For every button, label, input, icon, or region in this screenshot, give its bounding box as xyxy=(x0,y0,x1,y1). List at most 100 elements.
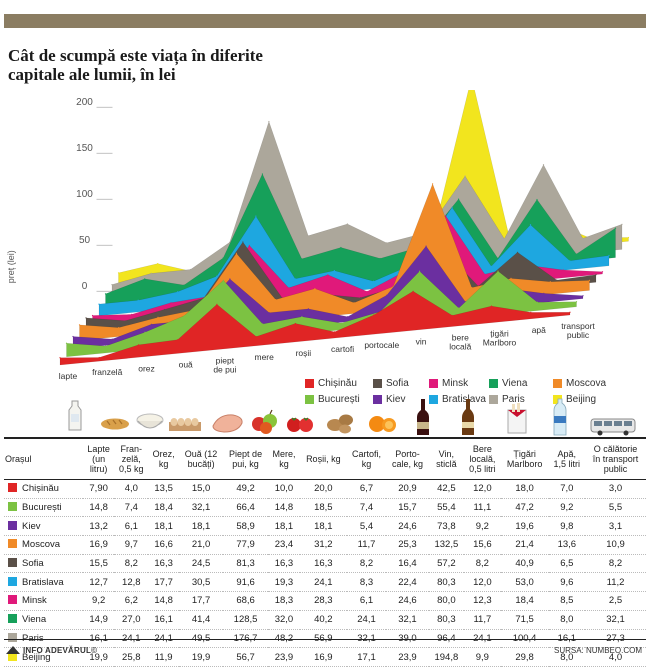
data-point xyxy=(216,275,218,277)
price-cell: 68,6 xyxy=(223,591,268,611)
data-point xyxy=(419,270,421,272)
legend-swatch xyxy=(305,395,314,404)
column-header: O călătorie în transport public xyxy=(585,437,646,480)
data-point xyxy=(261,173,263,175)
price-cell: 24,1 xyxy=(346,610,387,630)
price-cell: 24,1 xyxy=(114,629,149,649)
legend-label: Beijing xyxy=(566,394,597,405)
oranges-icon xyxy=(369,416,396,432)
price-cell: 9,2 xyxy=(548,498,586,518)
price-cell: 12,0 xyxy=(464,572,501,593)
x-tick-label: lapte xyxy=(59,371,78,381)
price-cell: 23,9 xyxy=(267,647,300,667)
city-swatch xyxy=(8,595,17,605)
data-point xyxy=(268,312,270,314)
price-cell: 17,1 xyxy=(346,647,387,667)
price-cell: 18,4 xyxy=(500,591,549,611)
city-cell: Chișinău xyxy=(4,479,83,499)
column-header: Piept de pui, kg xyxy=(223,437,268,480)
price-cell: 11,7 xyxy=(464,610,501,630)
price-cell: 55,4 xyxy=(428,498,465,518)
data-point xyxy=(458,198,460,200)
price-cell: 11,9 xyxy=(148,647,179,667)
legend-item: Kiev xyxy=(373,394,405,405)
data-point xyxy=(268,120,270,123)
egg-carton-icon xyxy=(169,418,201,431)
price-cell: 39,0 xyxy=(386,629,429,649)
legend-swatch xyxy=(489,379,498,388)
price-cell: 16,9 xyxy=(82,535,115,555)
price-cell: 80,0 xyxy=(428,591,465,611)
data-point xyxy=(366,290,368,293)
city-swatch xyxy=(8,520,17,530)
product-icons-row xyxy=(0,398,650,438)
legend-swatch xyxy=(489,395,498,404)
price-cell: 11,1 xyxy=(464,498,501,518)
data-point xyxy=(144,278,146,280)
price-cell: 41,4 xyxy=(178,610,224,630)
city-swatch xyxy=(8,576,17,586)
y-axis-label: preț (lei) xyxy=(6,250,16,283)
price-cell: 16,6 xyxy=(148,535,179,555)
data-point xyxy=(105,345,107,347)
price-cell: 42,5 xyxy=(428,479,465,499)
legend-label: Bratislava xyxy=(442,394,486,405)
price-cell: 58,9 xyxy=(223,516,268,537)
city-swatch xyxy=(8,502,17,512)
data-point xyxy=(222,257,224,259)
price-cell: 12,7 xyxy=(82,572,115,593)
price-cell: 100,4 xyxy=(500,629,549,649)
price-table: Orașul Lapte (un litru) Fran-zelă, 0,5 kg Orez… xyxy=(4,437,646,667)
price-cell: 128,5 xyxy=(223,610,268,630)
legend-swatch xyxy=(373,395,382,404)
table-row: Kiev 13,2 6,1 18,1 18,1 58,9 18,1 18,1 5,4 24,6 73… xyxy=(4,516,646,537)
column-header: Mere, kg xyxy=(267,437,300,480)
price-cell: 18,1 xyxy=(267,516,300,537)
table-row: Paris16,124,124,149,5176,748,256,932,139… xyxy=(4,629,646,649)
price-cell: 32,1 xyxy=(585,610,646,630)
data-point xyxy=(542,164,545,166)
data-point xyxy=(255,336,257,338)
city-cell: Bratislava xyxy=(4,572,83,593)
city-swatch xyxy=(8,614,17,624)
data-point xyxy=(78,324,81,326)
column-header: Țigări Marlboro xyxy=(500,437,549,480)
data-point xyxy=(170,302,172,304)
data-point xyxy=(386,242,388,244)
price-cell: 16,3 xyxy=(299,554,347,574)
price-3d-area-chart: 0 50 100 150 200 preț (lei) lapte franzelă orez o… xyxy=(6,90,630,381)
price-cell: 8,5 xyxy=(548,591,586,611)
footer-credit-text: INFO ADEVĂRUL© xyxy=(23,646,98,655)
price-cell: 11,7 xyxy=(346,535,387,555)
data-point xyxy=(137,344,140,346)
price-cell: 32,0 xyxy=(267,610,300,630)
price-cell: 16,1 xyxy=(148,610,179,630)
data-point xyxy=(471,287,473,289)
data-point xyxy=(294,278,296,280)
column-header: Fran-zelă, 0,5 kg xyxy=(114,437,149,480)
data-point xyxy=(445,215,447,217)
legend-item: Chișinău xyxy=(305,378,357,389)
data-point xyxy=(575,253,577,255)
legend-label: Chișinău xyxy=(318,378,357,389)
table-row: Chișinău 7,90 4,0 13,5 15,0 49,2 10,0 20,0 6,7 20… xyxy=(4,479,646,499)
data-point xyxy=(569,260,571,262)
legend-swatch xyxy=(373,379,382,388)
y-tick-label: 100 xyxy=(76,189,93,200)
table-row: Bratislava 12,7 12,8 17,7 30,5 91,6 19,3 24,1 8,… xyxy=(4,572,646,593)
data-point xyxy=(458,307,460,309)
price-cell: 48,2 xyxy=(267,629,300,649)
price-cell: 8,2 xyxy=(346,554,387,574)
data-point xyxy=(543,292,545,294)
price-cell: 18,1 xyxy=(299,516,347,537)
data-point xyxy=(65,342,68,344)
data-point xyxy=(379,257,381,260)
data-point xyxy=(490,305,493,307)
price-cell: 3,1 xyxy=(585,516,646,537)
column-header: Vin, sticlă xyxy=(428,437,465,480)
data-point xyxy=(614,227,617,229)
price-cell: 16,3 xyxy=(148,554,179,574)
y-tick-label: 50 xyxy=(79,235,91,246)
legend-label: Viena xyxy=(502,378,528,389)
price-cell: 18,1 xyxy=(178,516,224,537)
